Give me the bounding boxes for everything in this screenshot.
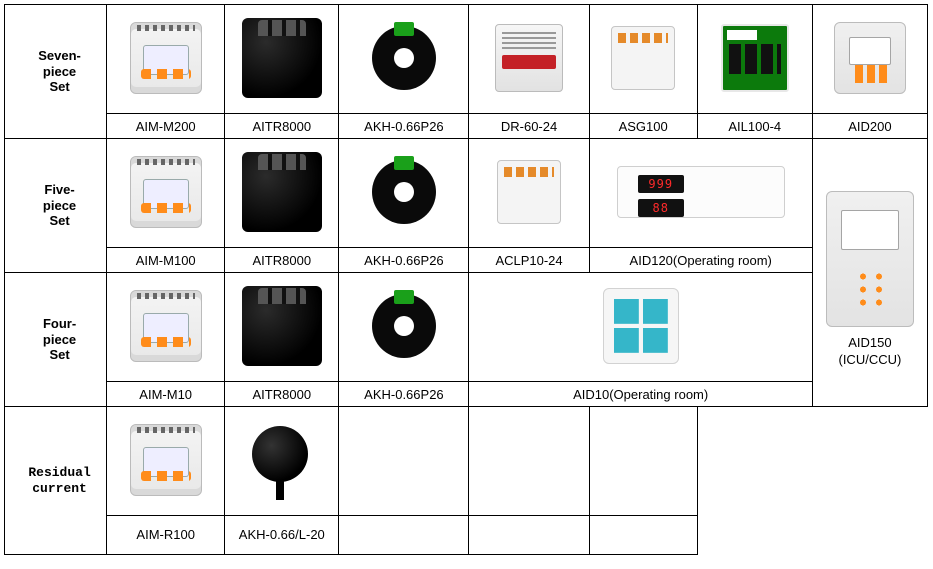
cell-label: AIM-M200 [107, 114, 225, 139]
row-header-five: Five-pieceSet [5, 139, 107, 273]
cell-img: 999 88 [589, 139, 812, 248]
device-ct-icon [372, 26, 436, 90]
cell-empty [469, 407, 589, 516]
label-text: AKH-0.66/L-20 [239, 527, 325, 542]
label-text: AIM-R100 [136, 527, 195, 542]
label-text: ACLP10-24 [495, 253, 562, 268]
cell-label: DR-60-24 [469, 114, 589, 139]
cell-img [225, 407, 339, 516]
cell-label: AIM-M10 [107, 382, 225, 407]
device-relay-icon [611, 26, 675, 90]
device-panel-icon [834, 22, 906, 94]
cell-empty [589, 407, 697, 516]
cell-img [589, 5, 697, 114]
cell-img [225, 5, 339, 114]
cell-img [339, 139, 469, 248]
row-header-text: Residualcurrent [28, 465, 90, 496]
label-text: AID200 [848, 119, 891, 134]
cell-label: AITR8000 [225, 114, 339, 139]
cell-open [697, 407, 812, 555]
cell-img [107, 5, 225, 114]
cell-img [107, 407, 225, 516]
cell-img [469, 5, 589, 114]
device-transformer-icon [242, 286, 322, 366]
cell-label: AKH-0.66P26 [339, 248, 469, 273]
cell-empty [589, 516, 697, 555]
cell-empty [469, 516, 589, 555]
label-text: AID150(ICU/CCU) [825, 335, 915, 369]
label-text: AKH-0.66P26 [364, 119, 444, 134]
label-text: AID120(Operating room) [630, 253, 772, 268]
label-text: AKH-0.66P26 [364, 253, 444, 268]
cell-aid150: AID150(ICU/CCU) [812, 139, 927, 407]
cell-img [469, 273, 812, 382]
cell-label: AID200 [812, 114, 927, 139]
device-din-icon [130, 22, 202, 94]
cell-empty [339, 516, 469, 555]
device-ct-icon [372, 294, 436, 358]
device-din-icon [130, 156, 202, 228]
cell-label: AKH-0.66P26 [339, 114, 469, 139]
device-transformer-icon [242, 18, 322, 98]
device-pcb-icon [721, 24, 789, 92]
cell-img [697, 5, 812, 114]
row-header-text: Seven-pieceSet [38, 48, 81, 94]
device-led-panel-icon: 999 88 [617, 166, 785, 218]
label-text: AITR8000 [253, 387, 312, 402]
cell-empty [339, 407, 469, 516]
cell-label: AITR8000 [225, 382, 339, 407]
label-text: AID10(Operating room) [573, 387, 708, 402]
cell-label: AIM-R100 [107, 516, 225, 555]
row-header-seven: Seven-pieceSet [5, 5, 107, 139]
cell-img [107, 139, 225, 248]
cell-img [225, 139, 339, 248]
device-panel-tall-icon [826, 191, 914, 327]
cell-label: AIL100-4 [697, 114, 812, 139]
product-set-table: Seven-pieceSet AIM-M200 AITR8000 AKH-0.6… [4, 4, 928, 555]
cell-label: AKH-0.66P26 [339, 382, 469, 407]
label-text: AIM-M10 [139, 387, 192, 402]
cell-label: AID120(Operating room) [589, 248, 812, 273]
device-touchscreen-icon [603, 288, 679, 364]
cell-label: AITR8000 [225, 248, 339, 273]
row-header-residual: Residualcurrent [5, 407, 107, 555]
cell-img [225, 273, 339, 382]
cell-img [107, 273, 225, 382]
label-text: DR-60-24 [501, 119, 557, 134]
device-ct-round-icon [252, 426, 308, 482]
label-text: AIL100-4 [728, 119, 781, 134]
device-ct-icon [372, 160, 436, 224]
device-din-icon [130, 290, 202, 362]
device-transformer-icon [242, 152, 322, 232]
label-text: AIM-M200 [136, 119, 196, 134]
cell-img [469, 139, 589, 248]
device-din-icon [130, 424, 202, 496]
row-header-text: Five-pieceSet [43, 182, 76, 228]
cell-label: AIM-M100 [107, 248, 225, 273]
row-header-text: Four-pieceSet [43, 316, 76, 362]
cell-img [812, 5, 927, 114]
label-text: AKH-0.66P26 [364, 387, 444, 402]
cell-img [339, 5, 469, 114]
label-text: ASG100 [619, 119, 668, 134]
cell-label: ACLP10-24 [469, 248, 589, 273]
device-relay-icon [497, 160, 561, 224]
cell-label: AID10(Operating room) [469, 382, 812, 407]
label-text: AITR8000 [253, 119, 312, 134]
label-text: AITR8000 [253, 253, 312, 268]
cell-label: ASG100 [589, 114, 697, 139]
device-psu-icon [495, 24, 563, 92]
cell-label: AKH-0.66/L-20 [225, 516, 339, 555]
cell-img [339, 273, 469, 382]
row-header-four: Four-pieceSet [5, 273, 107, 407]
label-text: AIM-M100 [136, 253, 196, 268]
